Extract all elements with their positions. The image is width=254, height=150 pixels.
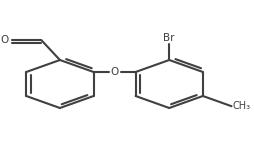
Text: O: O <box>110 67 119 77</box>
Text: O: O <box>1 35 9 45</box>
Text: Br: Br <box>164 33 175 43</box>
Text: CH₃: CH₃ <box>233 101 251 111</box>
